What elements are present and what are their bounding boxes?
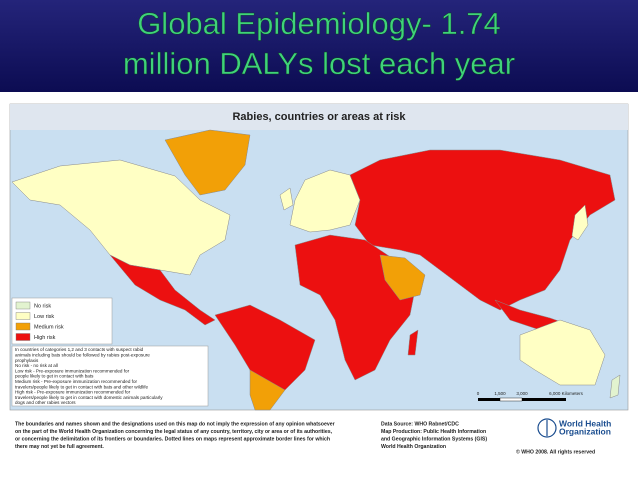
note-line: No risk - no risk at all <box>15 363 58 368</box>
logo-text: Organization <box>559 426 611 436</box>
legend-label: Medium risk <box>34 324 64 330</box>
scale-segment <box>478 398 500 401</box>
scale-bar <box>478 397 566 402</box>
logo-text: World Health <box>559 418 611 428</box>
scale-label: 0 <box>477 391 480 396</box>
disclaimer-line: on the part of the World Health Organiza… <box>15 429 333 435</box>
legend-label: Low risk <box>34 314 54 320</box>
source-line: Map Production: Public Health Informatio… <box>381 429 486 435</box>
north-america <box>11 159 231 276</box>
note-line: travelers/people likely to get in contac… <box>15 384 148 389</box>
emblem-ring <box>537 418 557 438</box>
scale-label: 1,500 <box>494 391 506 396</box>
scale-segment <box>499 397 523 402</box>
note-line: animals including bats should be followe… <box>15 353 150 358</box>
legend-label: High risk <box>34 335 56 341</box>
continents <box>11 129 621 411</box>
disclaimer-line: The boundaries and names shown and the d… <box>15 421 335 427</box>
note-line: travelers/people likely to get in contac… <box>15 395 163 400</box>
legend-swatch <box>15 322 31 331</box>
scale-label: 3,000 <box>516 391 528 396</box>
map-header <box>10 104 628 130</box>
japan <box>571 204 589 241</box>
note-line: Medium risk - Pre-exposure immunization … <box>15 379 138 384</box>
title: Global Epidemiology- 1.74 million DALYs l… <box>123 6 516 81</box>
title-band <box>0 0 638 92</box>
legend-label: No risk <box>34 303 51 309</box>
title-line: Global Epidemiology- 1.74 <box>137 6 501 41</box>
scale-label: 6,000 Kilometers <box>549 391 584 396</box>
legend-swatch <box>15 301 31 310</box>
scale-segment <box>522 398 566 401</box>
note-line: dogs and other rabies vectors <box>15 400 76 405</box>
disclaimer-line: or concerning the delimitation of its fr… <box>15 436 330 442</box>
british-isles <box>279 187 294 211</box>
australia <box>519 319 606 386</box>
note-line: High risk - Pre-exposure immunization re… <box>15 390 131 395</box>
legend-note: In countries of categories 1,2 and 3 con… <box>15 347 163 405</box>
note-line: Low risk - Pre-exposure immunization rec… <box>15 368 130 373</box>
asia <box>349 149 616 311</box>
legend-swatch <box>15 333 31 341</box>
legend: No risk Low risk Medium risk High risk <box>15 301 64 341</box>
southern-cone <box>249 369 286 411</box>
source-line: and Geographic Information Systems (GIS) <box>381 436 487 442</box>
scale-labels: 0 1,500 3,000 6,000 Kilometers <box>477 391 584 396</box>
source-line: World Health Organization <box>381 444 446 450</box>
title-line: million DALYs lost each year <box>123 46 515 81</box>
madagascar <box>407 329 419 356</box>
footer: The boundaries and names shown and the d… <box>15 418 611 455</box>
note-box <box>11 345 209 407</box>
arabia <box>379 254 426 301</box>
map-title: Rabies, countries or areas at risk <box>232 111 406 123</box>
copyright: © WHO 2008. All rights reserved <box>516 448 595 455</box>
note-line: In countries of categories 1,2 and 3 con… <box>15 347 144 352</box>
note-line: prophylaxis <box>15 358 39 363</box>
greenland <box>164 129 251 196</box>
new-zealand <box>609 374 621 399</box>
source-line: Data Source: WHO Rabnet/CDC <box>381 421 459 427</box>
who-emblem <box>537 418 557 438</box>
central-america <box>109 254 216 326</box>
legend-swatch <box>15 312 31 320</box>
disclaimer-line: there may not yet be full agreement. <box>15 444 104 450</box>
note-line: people likely to get in contact with bat… <box>15 374 94 379</box>
